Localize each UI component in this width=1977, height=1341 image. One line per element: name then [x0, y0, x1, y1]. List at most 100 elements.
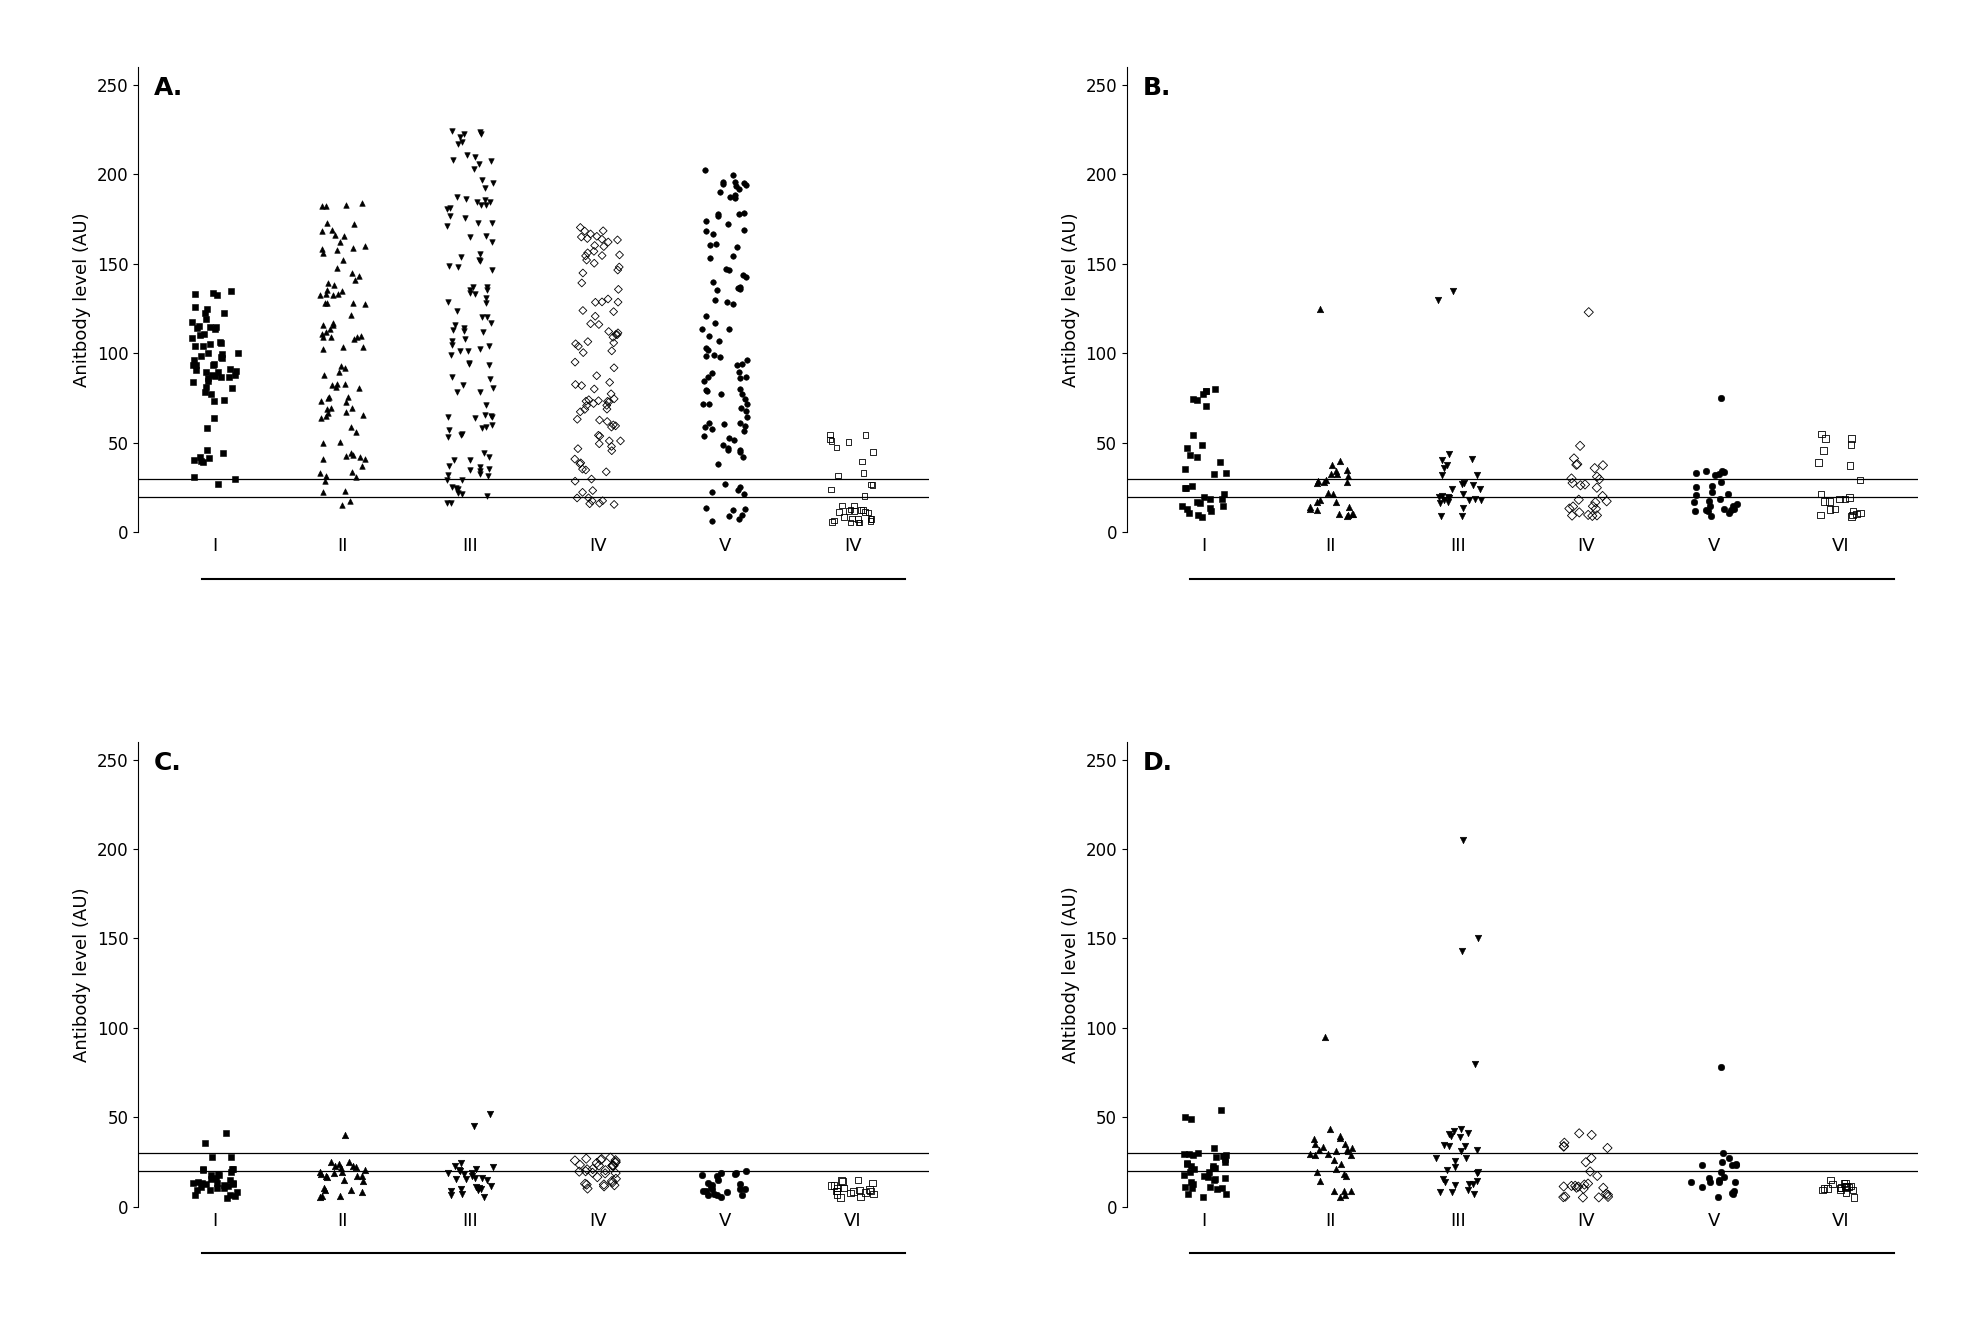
Point	[1580, 498, 1611, 519]
Point	[1584, 1187, 1615, 1208]
Point	[591, 461, 623, 483]
Point	[1313, 1144, 1344, 1165]
Point	[447, 469, 478, 491]
Point	[571, 394, 603, 416]
Point	[820, 1180, 852, 1202]
Point	[702, 205, 733, 227]
Point	[563, 1155, 595, 1176]
Point	[1576, 1124, 1607, 1145]
Point	[463, 1180, 494, 1202]
Point	[591, 394, 623, 416]
Point	[1429, 1134, 1461, 1156]
Point	[465, 463, 496, 484]
Point	[219, 359, 251, 381]
Point	[180, 296, 212, 318]
Point	[1332, 504, 1364, 526]
Point	[565, 452, 597, 473]
Point	[467, 320, 498, 342]
Point	[431, 198, 463, 220]
Point	[722, 1163, 753, 1184]
Point	[196, 1168, 227, 1189]
Point	[1198, 1137, 1230, 1159]
Point	[856, 1172, 888, 1193]
Point	[591, 390, 623, 412]
Point	[850, 502, 882, 523]
Point	[1319, 1149, 1350, 1171]
Point	[1718, 496, 1750, 518]
Point	[1303, 1139, 1334, 1160]
Point	[815, 1175, 846, 1196]
Point	[1451, 1179, 1483, 1200]
Point	[1200, 1147, 1232, 1168]
Point	[1182, 504, 1214, 526]
Point	[184, 325, 215, 346]
Point	[190, 361, 221, 382]
Text: B.: B.	[1143, 76, 1170, 101]
Point	[1423, 492, 1455, 514]
Point	[587, 236, 619, 257]
Point	[340, 467, 372, 488]
Point	[1591, 1137, 1623, 1159]
Point	[1815, 1169, 1847, 1191]
Point	[1837, 500, 1868, 522]
Point	[178, 283, 210, 304]
Point	[1445, 506, 1477, 527]
Point	[1823, 488, 1854, 510]
Point	[569, 245, 601, 267]
Point	[1702, 1169, 1734, 1191]
Point	[200, 1167, 231, 1188]
Point	[1425, 464, 1457, 485]
Point	[1321, 1159, 1352, 1180]
Point	[599, 416, 631, 437]
Point	[583, 425, 615, 447]
Point	[718, 294, 749, 315]
Point	[1198, 1155, 1230, 1176]
Point	[1168, 1165, 1200, 1187]
Point	[690, 346, 722, 367]
Point	[190, 381, 221, 402]
Point	[1591, 491, 1623, 512]
Point	[1678, 500, 1710, 522]
Point	[1841, 503, 1872, 524]
Point	[1459, 488, 1491, 510]
Point	[180, 359, 212, 381]
Point	[724, 276, 755, 298]
Point	[433, 291, 465, 312]
Point	[433, 464, 465, 485]
Point	[1718, 499, 1750, 520]
Point	[818, 510, 850, 531]
Point	[348, 405, 380, 426]
Point	[844, 512, 876, 534]
Point	[581, 1152, 613, 1173]
Point	[463, 153, 494, 174]
Point	[1712, 483, 1744, 504]
Point	[1325, 1125, 1356, 1147]
Point	[1307, 1136, 1338, 1157]
Point	[856, 475, 888, 496]
Point	[471, 276, 502, 298]
Point	[1168, 1144, 1200, 1165]
Point	[328, 1169, 360, 1191]
Point	[1686, 1155, 1718, 1176]
Point	[471, 1169, 502, 1191]
Point	[1301, 472, 1332, 493]
Point	[815, 424, 846, 445]
Point	[459, 146, 490, 168]
Y-axis label: Antibody level (AU): Antibody level (AU)	[1062, 212, 1079, 388]
Point	[856, 473, 888, 495]
Point	[1564, 502, 1595, 523]
Point	[1188, 1165, 1220, 1187]
Point	[204, 331, 235, 353]
Point	[330, 392, 362, 413]
Point	[336, 398, 368, 420]
Point	[182, 318, 214, 339]
Point	[1560, 455, 1591, 476]
Point	[459, 1116, 490, 1137]
Point	[1445, 1118, 1477, 1140]
Point	[702, 1184, 733, 1206]
Point	[1433, 487, 1465, 508]
Point	[433, 406, 465, 428]
Point	[1582, 1165, 1613, 1187]
Point	[838, 500, 870, 522]
Point	[465, 244, 496, 266]
